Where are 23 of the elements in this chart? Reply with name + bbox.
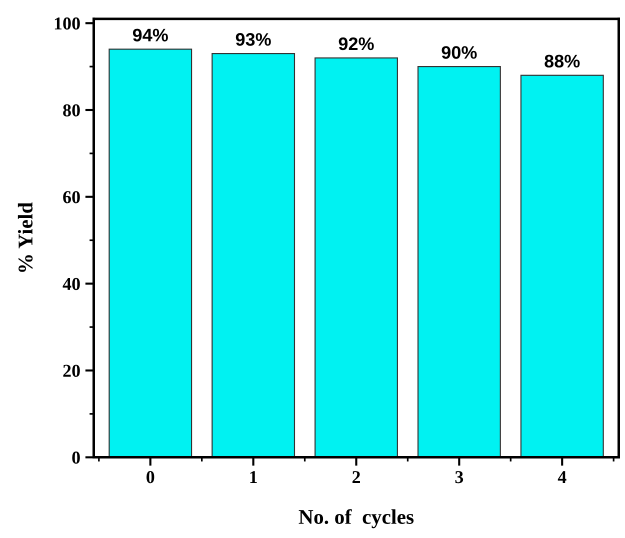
bar [520,74,604,458]
x-tick-label: 1 [250,471,257,484]
x-tick-label: 3 [455,471,464,484]
data-label: 94% [132,28,168,42]
x-axis-title: No. of cycles [298,509,414,528]
bar [212,53,296,458]
y-tick-label: 0 [72,452,80,464]
data-label: 88% [544,54,580,68]
y-tick-label: 100 [54,17,80,30]
data-label: 90% [442,46,477,59]
y-tick-label: 80 [63,104,80,116]
y-axis-title: % Yield [18,202,33,272]
y-tick-label: 40 [62,278,80,290]
x-tick-label: 2 [352,471,360,484]
bar [108,48,192,458]
bar [314,57,398,458]
x-tick-label: 0 [146,471,154,484]
data-label: 93% [236,33,271,46]
y-tick-label: 20 [63,364,80,377]
x-tick-label: 4 [558,471,566,484]
y-tick-label: 60 [63,191,80,204]
bar [417,66,501,458]
data-label: 92% [338,37,374,50]
